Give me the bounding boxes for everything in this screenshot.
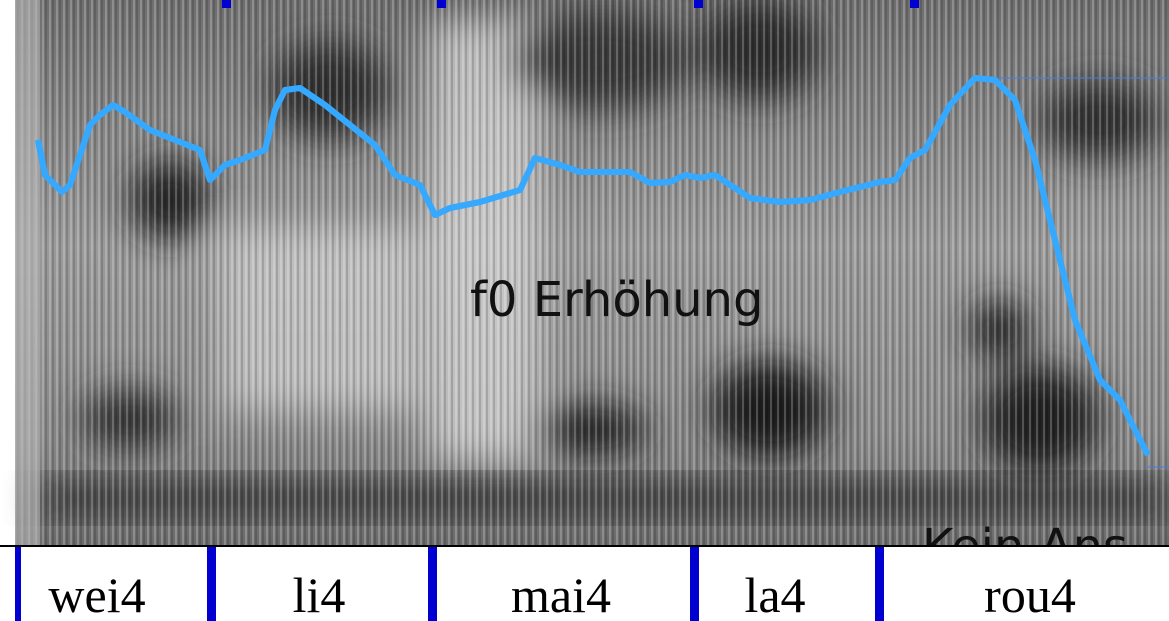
syllable: rou4 (984, 567, 1076, 621)
syllable: li4 (293, 567, 346, 621)
syllable: wei4 (48, 567, 145, 621)
spectrogram (15, 0, 1169, 545)
f0-annotation: f0 Erhöhung (470, 272, 763, 328)
syllable: mai4 (511, 567, 611, 621)
syllable: la4 (744, 567, 805, 621)
f0-contour (38, 75, 1169, 468)
